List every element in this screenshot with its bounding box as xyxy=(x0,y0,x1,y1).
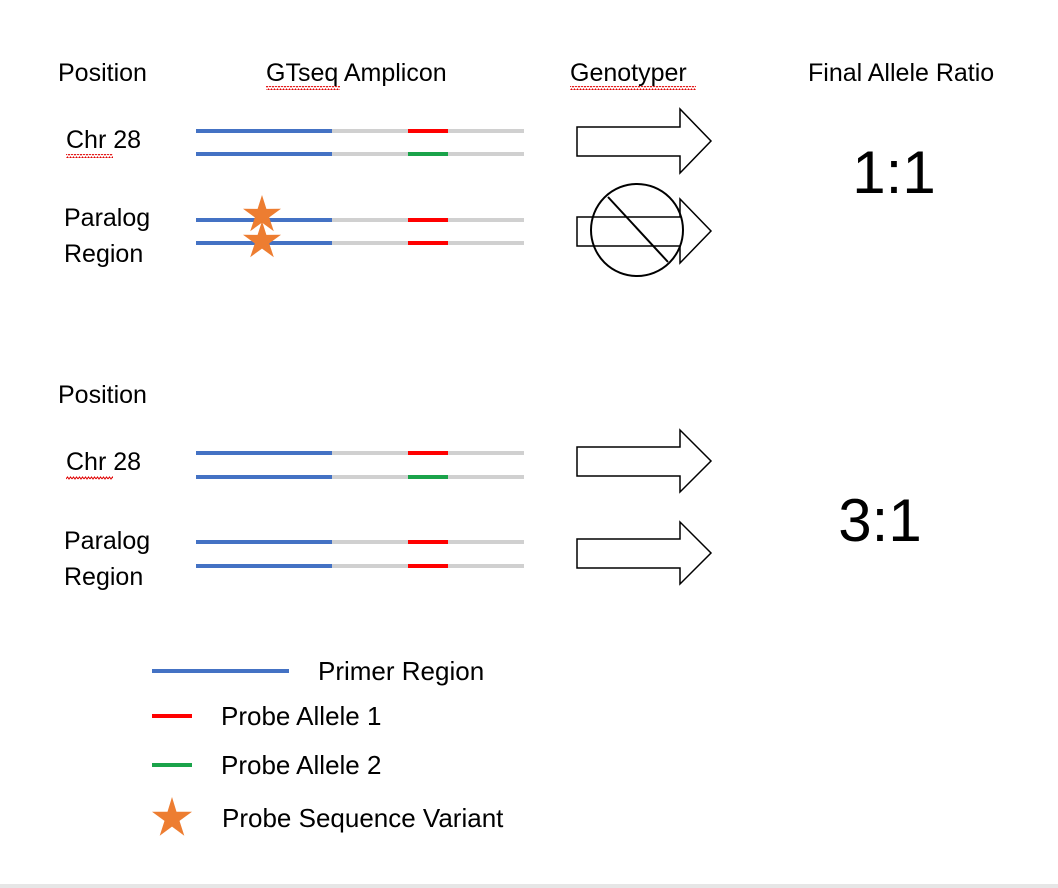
spellcheck-underline xyxy=(66,154,113,158)
legend-primer-label: Primer Region xyxy=(318,656,484,686)
genotyper-arrow-icon xyxy=(576,520,713,586)
label-region: Region xyxy=(64,563,143,591)
spellcheck-underline xyxy=(266,86,340,90)
label-region: Region xyxy=(64,240,143,268)
amplicon-chr28 xyxy=(196,129,524,156)
header-position: Position xyxy=(58,59,147,87)
label-chr28: Chr 28 xyxy=(66,448,141,476)
genotyper-blocked xyxy=(576,183,713,277)
variant-star-icon xyxy=(243,221,281,258)
amplicon-paralog xyxy=(196,195,524,258)
header-genotyper: Genotyper xyxy=(570,59,687,87)
label-paralog: Paralog xyxy=(64,204,150,232)
legend-variant-star-icon xyxy=(152,797,192,836)
ratio-value: 3:1 xyxy=(838,487,921,554)
legend-variant-label: Probe Sequence Variant xyxy=(222,803,504,833)
legend-allele1-label: Probe Allele 1 xyxy=(221,701,381,731)
label-paralog: Paralog xyxy=(64,527,150,555)
ratio-value: 1:1 xyxy=(852,139,935,206)
variant-star-icon xyxy=(243,195,281,232)
amplicon-paralog xyxy=(196,540,524,568)
scenario-2: Position Chr 28 Paralog Region 3:1 xyxy=(58,381,922,591)
prohibited-slash xyxy=(607,196,669,263)
header-final-ratio: Final Allele Ratio xyxy=(808,59,994,87)
amplicon-chr28 xyxy=(196,451,524,479)
bottom-divider xyxy=(0,884,1058,888)
legend-allele2-label: Probe Allele 2 xyxy=(221,750,381,780)
header-amplicon: GTseq Amplicon xyxy=(266,59,447,87)
genotyper-arrow-icon xyxy=(576,428,713,494)
spellcheck-underline xyxy=(570,86,696,90)
spellcheck-underline xyxy=(66,476,113,480)
label-chr28: Chr 28 xyxy=(66,126,141,154)
scenario-1: Chr 28 Paralog Region xyxy=(64,107,936,277)
genotyper-arrow-icon xyxy=(576,107,713,175)
legend: Primer Region Probe Allele 1 Probe Allel… xyxy=(152,656,504,836)
header-position-2: Position xyxy=(58,381,147,409)
prohibited-icon xyxy=(590,183,684,277)
